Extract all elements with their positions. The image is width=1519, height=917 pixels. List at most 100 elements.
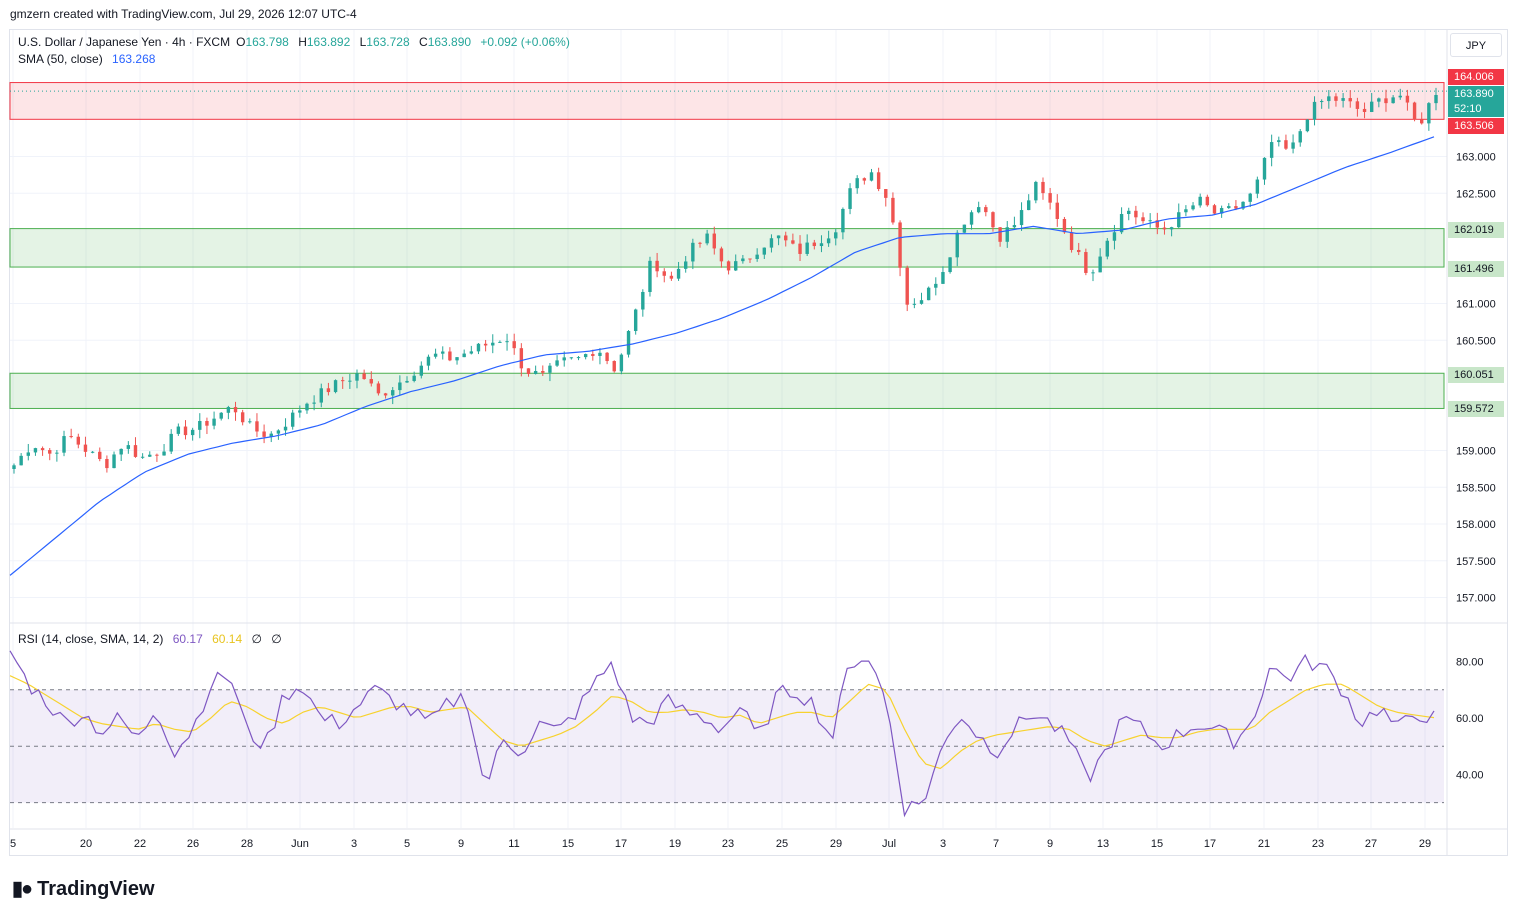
candle-body (1026, 200, 1031, 211)
candle-body (26, 452, 30, 456)
candle-body (190, 429, 195, 436)
candle-body (862, 178, 867, 181)
candle-body (912, 303, 917, 305)
candle-body (1412, 102, 1417, 120)
candle-body (276, 430, 281, 434)
y-tick-label: 162.500 (1456, 188, 1496, 200)
candle-body (269, 433, 273, 437)
candle-body (991, 212, 995, 228)
x-tick-label: Jun (291, 838, 309, 850)
candle-body (1227, 206, 1231, 209)
candle-body (169, 433, 173, 452)
x-tick-label: 5 (404, 838, 410, 850)
candle-body (919, 300, 924, 304)
candle-body (391, 390, 395, 396)
candle-body (855, 178, 859, 189)
candle-body (641, 291, 645, 310)
candle-body (1284, 140, 1288, 149)
candle-body (383, 393, 388, 396)
candle-body (891, 197, 895, 223)
candle-body (998, 227, 1002, 242)
candle-body (762, 247, 767, 255)
chart-credit: gmzern created with TradingView.com, Jul… (10, 7, 357, 21)
candle-body (712, 233, 716, 249)
sma-line (9, 136, 1435, 576)
candle-body (526, 368, 531, 374)
y-tick-label: 157.500 (1456, 556, 1496, 568)
candle-body (469, 351, 474, 354)
candle-body (548, 365, 552, 373)
candle-body (1420, 119, 1424, 124)
candle-body (1077, 249, 1081, 253)
candle-body (198, 420, 202, 430)
candle-body (69, 436, 73, 438)
price-tag-zone-low-lower: 159.572 (1448, 401, 1504, 417)
candle-body (1134, 210, 1138, 218)
candle-body (412, 375, 416, 381)
candle-body (1212, 205, 1217, 214)
candle-body (1162, 227, 1167, 230)
candle-body (1148, 220, 1152, 222)
candle-body (1405, 95, 1410, 103)
candle-body (1255, 179, 1260, 194)
y-tick-label: 157.000 (1456, 593, 1496, 605)
candle-body (748, 258, 752, 260)
zone-resistance (9, 82, 1445, 120)
candle-body (98, 451, 102, 459)
candle-body (62, 436, 66, 453)
candle-body (376, 383, 381, 394)
candle-body (683, 261, 688, 269)
candle-body (76, 436, 81, 445)
candle-body (884, 189, 888, 198)
candle-body (841, 208, 845, 233)
candle-body (240, 412, 245, 423)
candle-body (83, 444, 88, 452)
candle-body (541, 371, 545, 373)
candle-body (1184, 209, 1188, 213)
sma-label: SMA (50, close) (18, 52, 103, 66)
ohlc-close: 163.890 (427, 35, 472, 49)
candle-body (205, 420, 209, 426)
candle-body (1305, 119, 1310, 132)
x-tick-label: 3 (351, 838, 357, 850)
tradingview-logo[interactable]: ▮● TradingView (12, 876, 155, 901)
candle-body (834, 232, 838, 239)
candle-body (1348, 98, 1352, 102)
sma-legend: SMA (50, close) 163.268 (18, 52, 161, 66)
candle-body (1327, 96, 1331, 102)
candle-body (1062, 218, 1067, 233)
candle-body (283, 426, 288, 431)
candle-body (776, 235, 781, 239)
candle-body (676, 268, 681, 279)
candle-body (741, 258, 745, 262)
candle-body (48, 450, 52, 454)
candlestick-series (12, 87, 1438, 474)
price-tag-zone-mid-lower: 161.496 (1448, 261, 1504, 277)
zone-support-mid (9, 228, 1445, 268)
candle-body (819, 243, 824, 247)
x-tick-label: 22 (134, 838, 146, 850)
y-tick-label: 159.000 (1456, 446, 1496, 458)
candle-body (655, 260, 659, 272)
candle-body (312, 402, 316, 404)
candle-body (1048, 193, 1052, 203)
candle-body (19, 455, 23, 466)
candle-body (691, 242, 695, 262)
candle-body (1084, 252, 1088, 273)
zone-support-low (9, 372, 1445, 409)
candle-body (633, 309, 638, 332)
candle-body (476, 343, 481, 352)
brand-name: TradingView (37, 878, 155, 900)
x-tick-label: 15 (562, 838, 574, 850)
candle-body (805, 242, 809, 254)
tradingview-logo-icon: ▮● (12, 878, 33, 900)
candle-body (40, 448, 45, 451)
ohlc-low-label: L (359, 35, 367, 49)
rsi-tick-label: 40.00 (1456, 769, 1484, 781)
candle-body (948, 257, 952, 273)
candle-body (105, 458, 109, 469)
currency-button[interactable]: JPY (1450, 33, 1502, 57)
candle-body (1391, 97, 1395, 104)
candle-body (1427, 103, 1431, 124)
